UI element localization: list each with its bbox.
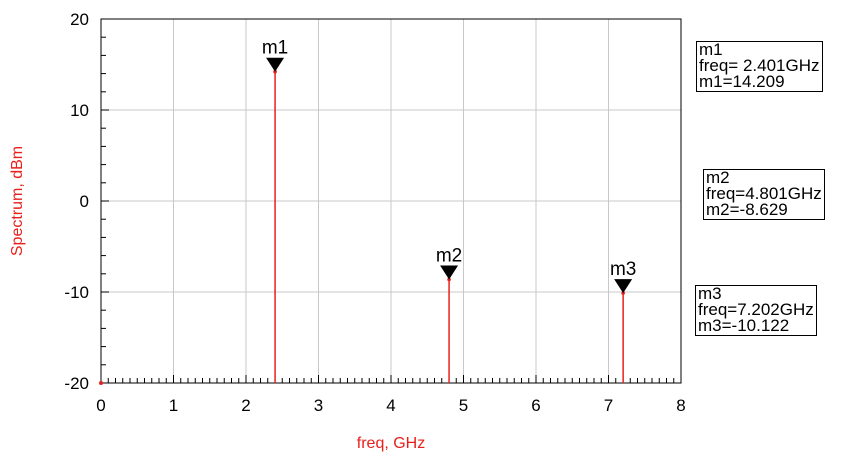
readout-marker-name: m1 <box>699 40 723 59</box>
x-tick-label: 8 <box>676 396 685 415</box>
y-tick-label: 10 <box>70 101 89 120</box>
marker-triangle <box>614 279 633 294</box>
x-tick-label: 1 <box>169 396 178 415</box>
x-tick-label: 6 <box>531 396 540 415</box>
marker-label: m1 <box>262 38 288 59</box>
readout-value: m2=-8.629 <box>706 200 788 219</box>
marker-readout-m2: m2 freq=4.801GHz m2=-8.629 <box>703 169 825 220</box>
readout-freq: freq=4.801GHz <box>706 184 822 203</box>
readout-marker-name: m3 <box>698 284 722 303</box>
y-tick-label: 0 <box>80 192 89 211</box>
x-tick-label: 2 <box>241 396 250 415</box>
marker-label: m3 <box>610 259 636 280</box>
marker-readout-m3: m3 freq=7.202GHz m3=-10.122 <box>695 285 817 336</box>
y-axis-title: Spectrum, dBm <box>9 146 26 256</box>
readout-freq: freq=7.202GHz <box>698 300 814 319</box>
readout-value: m3=-10.122 <box>698 316 790 335</box>
x-tick-label: 7 <box>604 396 613 415</box>
y-tick-label: -20 <box>64 374 89 393</box>
x-tick-label: 3 <box>314 396 323 415</box>
grid <box>101 19 681 383</box>
plot-frame <box>100 18 682 384</box>
readout-marker-name: m2 <box>706 168 730 187</box>
x-tick-label: 4 <box>386 396 395 415</box>
spectral-line-tip <box>447 277 451 282</box>
axis-ticks <box>100 18 682 384</box>
marker-readout-m1: m1 freq= 2.401GHz m1=14.209 <box>696 41 823 92</box>
x-axis-title: freq, GHz <box>357 435 425 452</box>
x-tick-label: 5 <box>459 396 468 415</box>
x-tick-labels: 0 1 2 3 4 5 6 7 8 <box>96 396 685 415</box>
markers: m1 m2 m3 <box>262 38 636 294</box>
y-tick-labels: 20 10 0 -10 -20 <box>64 10 89 393</box>
baseline-point <box>99 381 103 385</box>
marker-triangle <box>440 265 459 280</box>
y-tick-label: -10 <box>64 283 89 302</box>
marker-triangle <box>266 57 285 72</box>
readout-freq: freq= 2.401GHz <box>699 56 820 75</box>
spectral-lines <box>99 69 625 385</box>
readout-value: m1=14.209 <box>699 72 785 91</box>
spectral-line-tip <box>621 291 625 295</box>
marker-label: m2 <box>436 246 462 267</box>
x-tick-label: 0 <box>96 396 105 415</box>
y-tick-label: 20 <box>70 10 89 29</box>
